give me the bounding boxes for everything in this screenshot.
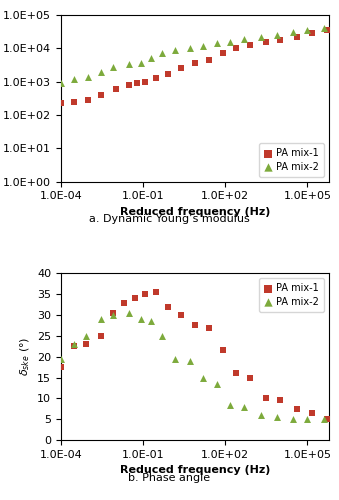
PA mix-2: [83, 332, 88, 340]
PA mix-2: [291, 28, 296, 36]
PA mix-2: [173, 46, 178, 54]
PA mix-1: [193, 59, 198, 67]
PA mix-1: [86, 96, 91, 104]
PA mix-1: [143, 290, 148, 298]
PA mix-2: [138, 58, 143, 66]
PA mix-1: [58, 99, 64, 107]
X-axis label: Reduced frequency (Hz): Reduced frequency (Hz): [120, 466, 270, 475]
PA mix-1: [247, 374, 253, 382]
PA mix-2: [126, 60, 132, 68]
PA mix-2: [149, 318, 154, 326]
PA mix-2: [214, 380, 220, 388]
PA mix-2: [149, 54, 154, 62]
PA mix-1: [193, 322, 198, 330]
PA mix-1: [99, 332, 104, 340]
PA mix-2: [200, 374, 205, 382]
PA mix-1: [220, 346, 225, 354]
PA mix-1: [277, 396, 283, 404]
PA mix-2: [227, 400, 233, 408]
PA mix-1: [165, 70, 171, 78]
PA mix-2: [227, 38, 233, 46]
PA mix-1: [179, 64, 184, 72]
PA mix-1: [310, 30, 315, 38]
PA mix-1: [154, 288, 159, 296]
PA mix-1: [294, 33, 299, 41]
PA mix-2: [200, 42, 205, 50]
PA mix-2: [173, 355, 178, 363]
PA mix-1: [126, 81, 132, 89]
PA mix-1: [247, 40, 253, 48]
PA mix-1: [111, 309, 116, 317]
PA mix-1: [121, 298, 127, 306]
Text: b. Phase angle: b. Phase angle: [128, 472, 211, 482]
PA mix-1: [143, 78, 148, 86]
PA mix-2: [275, 30, 280, 38]
Y-axis label: $\delta_{ske}$ (°): $\delta_{ske}$ (°): [18, 337, 32, 376]
PA mix-2: [305, 26, 310, 34]
X-axis label: Reduced frequency (Hz): Reduced frequency (Hz): [120, 207, 270, 217]
PA mix-1: [154, 74, 159, 82]
PA mix-1: [179, 311, 184, 319]
PA mix-2: [258, 33, 264, 41]
PA mix-1: [324, 415, 329, 423]
PA mix-2: [111, 63, 116, 71]
PA mix-1: [165, 302, 171, 310]
PA mix-2: [72, 75, 77, 83]
Legend: PA mix-1, PA mix-2: PA mix-1, PA mix-2: [259, 143, 324, 177]
PA mix-1: [113, 85, 119, 93]
PA mix-2: [291, 415, 296, 423]
PA mix-1: [234, 44, 239, 52]
PA mix-2: [72, 340, 77, 348]
PA mix-2: [111, 311, 116, 319]
PA mix-2: [86, 73, 91, 81]
PA mix-2: [242, 402, 247, 410]
PA mix-2: [58, 79, 64, 87]
PA mix-1: [324, 26, 329, 34]
PA mix-2: [126, 309, 132, 317]
PA mix-1: [206, 324, 212, 332]
PA mix-2: [99, 68, 104, 76]
PA mix-2: [275, 413, 280, 421]
Text: a. Dynamic Young’s modulus: a. Dynamic Young’s modulus: [89, 214, 250, 224]
PA mix-1: [99, 91, 104, 99]
PA mix-2: [160, 332, 165, 340]
PA mix-1: [310, 409, 315, 417]
PA mix-1: [263, 394, 268, 402]
PA mix-2: [99, 315, 104, 323]
PA mix-2: [187, 357, 193, 365]
PA mix-2: [321, 24, 327, 32]
PA mix-2: [305, 415, 310, 423]
PA mix-2: [160, 50, 165, 58]
PA mix-2: [58, 355, 64, 363]
PA mix-2: [242, 35, 247, 43]
PA mix-2: [187, 44, 193, 52]
PA mix-1: [83, 340, 88, 348]
PA mix-1: [220, 50, 225, 58]
PA mix-1: [132, 294, 138, 302]
PA mix-1: [277, 36, 283, 44]
PA mix-2: [214, 40, 220, 48]
PA mix-2: [258, 411, 264, 419]
PA mix-1: [72, 342, 77, 350]
PA mix-1: [134, 79, 140, 87]
PA mix-1: [58, 363, 64, 371]
PA mix-2: [321, 415, 327, 423]
PA mix-1: [294, 405, 299, 413]
PA mix-1: [263, 38, 268, 46]
PA mix-1: [206, 56, 212, 64]
Legend: PA mix-1, PA mix-2: PA mix-1, PA mix-2: [259, 278, 324, 312]
PA mix-1: [72, 98, 77, 106]
PA mix-1: [234, 370, 239, 378]
PA mix-2: [138, 315, 143, 323]
